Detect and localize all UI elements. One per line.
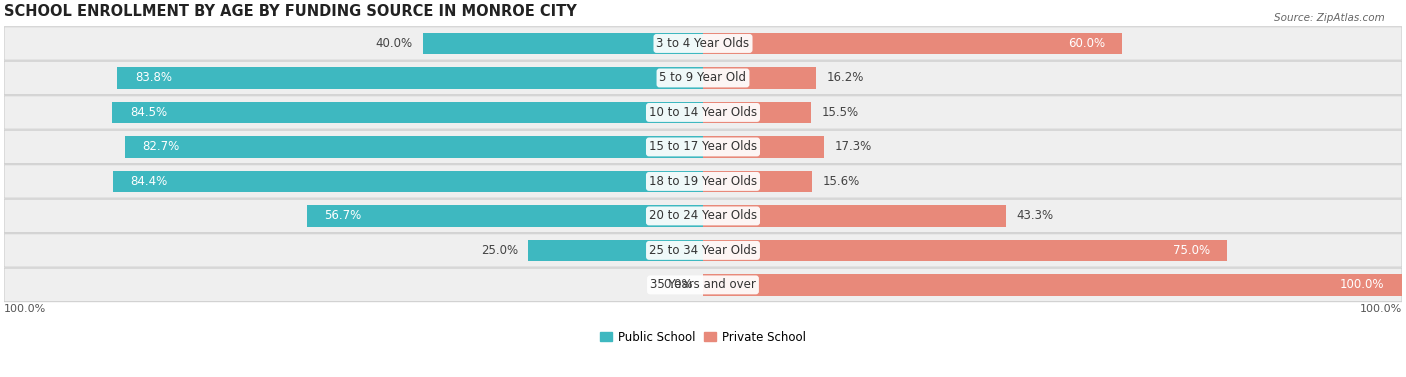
Text: 3 to 4 Year Olds: 3 to 4 Year Olds bbox=[657, 37, 749, 50]
Bar bbox=[423, 33, 703, 54]
Bar bbox=[703, 102, 811, 123]
Bar bbox=[703, 274, 1402, 296]
FancyBboxPatch shape bbox=[4, 165, 1402, 198]
Bar bbox=[703, 171, 813, 192]
Text: 43.3%: 43.3% bbox=[1017, 209, 1053, 222]
FancyBboxPatch shape bbox=[4, 268, 1402, 302]
FancyBboxPatch shape bbox=[4, 234, 1402, 267]
Text: 5 to 9 Year Old: 5 to 9 Year Old bbox=[659, 72, 747, 84]
Text: 84.4%: 84.4% bbox=[131, 175, 167, 188]
Text: 20 to 24 Year Olds: 20 to 24 Year Olds bbox=[650, 209, 756, 222]
Text: 83.8%: 83.8% bbox=[135, 72, 172, 84]
Text: 75.0%: 75.0% bbox=[1173, 244, 1209, 257]
Bar bbox=[125, 136, 703, 158]
Text: 100.0%: 100.0% bbox=[1360, 304, 1402, 314]
FancyBboxPatch shape bbox=[4, 96, 1402, 129]
Text: 25.0%: 25.0% bbox=[481, 244, 517, 257]
Text: Source: ZipAtlas.com: Source: ZipAtlas.com bbox=[1274, 13, 1385, 23]
FancyBboxPatch shape bbox=[4, 27, 1402, 60]
Text: 18 to 19 Year Olds: 18 to 19 Year Olds bbox=[650, 175, 756, 188]
Text: SCHOOL ENROLLMENT BY AGE BY FUNDING SOURCE IN MONROE CITY: SCHOOL ENROLLMENT BY AGE BY FUNDING SOUR… bbox=[4, 4, 576, 19]
Text: 100.0%: 100.0% bbox=[4, 304, 46, 314]
Text: 15.6%: 15.6% bbox=[823, 175, 859, 188]
Bar bbox=[703, 67, 817, 89]
Bar bbox=[117, 67, 703, 89]
Legend: Public School, Private School: Public School, Private School bbox=[595, 326, 811, 348]
Bar bbox=[112, 102, 703, 123]
Bar bbox=[703, 240, 1227, 261]
FancyBboxPatch shape bbox=[4, 130, 1402, 164]
Text: 17.3%: 17.3% bbox=[834, 141, 872, 153]
Bar bbox=[703, 136, 824, 158]
Bar bbox=[703, 33, 1122, 54]
Bar bbox=[307, 205, 703, 227]
Bar bbox=[529, 240, 703, 261]
Text: 40.0%: 40.0% bbox=[375, 37, 413, 50]
Text: 56.7%: 56.7% bbox=[325, 209, 361, 222]
Text: 15 to 17 Year Olds: 15 to 17 Year Olds bbox=[650, 141, 756, 153]
Text: 15.5%: 15.5% bbox=[821, 106, 859, 119]
Text: 10 to 14 Year Olds: 10 to 14 Year Olds bbox=[650, 106, 756, 119]
Text: 25 to 34 Year Olds: 25 to 34 Year Olds bbox=[650, 244, 756, 257]
FancyBboxPatch shape bbox=[4, 199, 1402, 233]
Text: 16.2%: 16.2% bbox=[827, 72, 865, 84]
Bar bbox=[114, 171, 703, 192]
Text: 60.0%: 60.0% bbox=[1067, 37, 1105, 50]
Text: 84.5%: 84.5% bbox=[129, 106, 167, 119]
Text: 35 Years and over: 35 Years and over bbox=[650, 278, 756, 291]
Bar bbox=[703, 205, 1005, 227]
FancyBboxPatch shape bbox=[4, 61, 1402, 95]
Text: 82.7%: 82.7% bbox=[142, 141, 180, 153]
Text: 0.0%: 0.0% bbox=[662, 278, 693, 291]
Text: 100.0%: 100.0% bbox=[1340, 278, 1385, 291]
